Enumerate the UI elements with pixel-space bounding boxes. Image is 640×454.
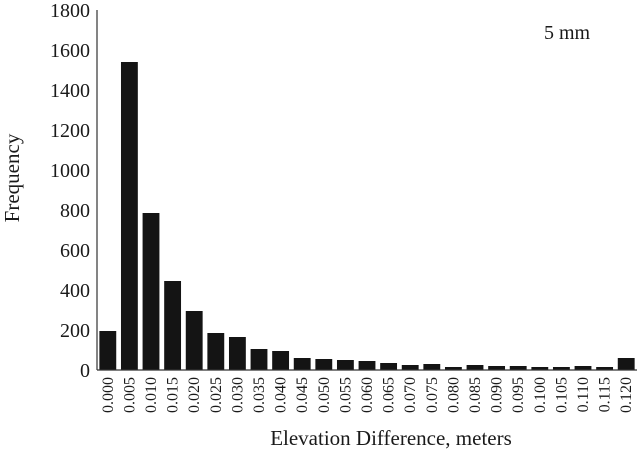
x-tick-label: 0.040 [273, 377, 290, 413]
x-tick-label: 0.105 [553, 377, 570, 413]
bar [207, 333, 225, 370]
x-tick-label: 0.025 [208, 377, 225, 413]
x-tick-label: 0.035 [251, 377, 268, 413]
x-tick-label: 0.015 [165, 377, 182, 413]
y-tick-label: 1600 [50, 40, 90, 62]
bar [423, 364, 441, 370]
x-tick-label: 0.005 [121, 377, 138, 413]
x-tick-label: 0.110 [575, 377, 592, 412]
y-tick-label: 400 [60, 280, 90, 302]
x-tick-label: 0.120 [618, 377, 635, 413]
bar [315, 359, 333, 370]
y-tick-label: 1200 [50, 120, 90, 142]
x-tick-label: 0.090 [489, 377, 506, 413]
x-axis-label: Elevation Difference, meters [270, 426, 512, 449]
bar [164, 281, 182, 370]
x-tick-label: 0.045 [294, 377, 311, 413]
x-tick-label: 0.085 [467, 377, 484, 413]
bar [99, 331, 117, 370]
x-tick-label: 0.095 [510, 377, 527, 413]
x-tick-label: 0.065 [381, 377, 398, 413]
bar [272, 351, 290, 370]
bar [250, 349, 268, 370]
y-tick-labels: 0 200 400 600 800 1000 1200 1400 1600 1800 [50, 0, 90, 382]
y-tick-label: 1000 [50, 160, 90, 182]
bar [574, 366, 592, 370]
x-tick-label: 0.100 [532, 377, 549, 413]
bars [99, 62, 635, 370]
bar [142, 213, 160, 370]
bar [401, 365, 419, 370]
bar [444, 367, 462, 370]
chart-annotation: 5 mm [544, 22, 591, 44]
bar [380, 363, 398, 370]
x-tick-label: 0.115 [597, 377, 614, 412]
y-tick-label: 1800 [50, 0, 90, 22]
y-tick-label: 600 [60, 240, 90, 262]
bar [552, 367, 570, 370]
y-tick-label: 0 [80, 360, 90, 382]
x-tick-label: 0.050 [316, 377, 333, 413]
y-tick-label: 800 [60, 200, 90, 222]
x-tick-label: 0.070 [402, 377, 419, 413]
x-tick-label: 0.010 [143, 377, 160, 413]
y-tick-label: 1400 [50, 80, 90, 102]
x-tick-label: 0.060 [359, 377, 376, 413]
x-tick-label: 0.000 [100, 377, 117, 413]
x-tick-label: 0.080 [445, 377, 462, 413]
bar [596, 367, 614, 370]
bar [509, 366, 527, 370]
bar [358, 361, 376, 370]
bar [336, 360, 354, 370]
bar [293, 358, 311, 370]
x-tick-labels: 0.000 0.005 0.010 0.015 0.020 0.025 0.030 0.035… [100, 377, 635, 413]
bar [228, 337, 246, 370]
x-tick-label: 0.030 [229, 377, 246, 413]
bar [617, 358, 635, 370]
bar [185, 311, 203, 370]
bar [531, 367, 549, 370]
x-tick-label: 0.055 [337, 377, 354, 413]
bar [488, 366, 506, 370]
x-tick-label: 0.075 [424, 377, 441, 413]
x-tick-label: 0.020 [186, 377, 203, 413]
axes [96, 10, 637, 371]
bar [466, 365, 484, 370]
bar [120, 62, 138, 370]
y-axis-label: Frequency [0, 133, 24, 222]
y-tick-label: 200 [60, 320, 90, 342]
